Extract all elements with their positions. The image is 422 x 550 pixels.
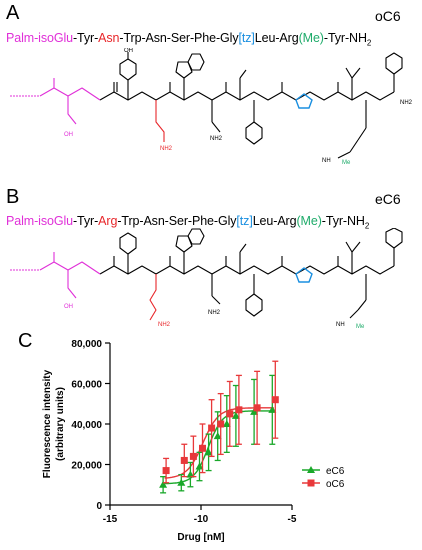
eC6-data-point — [177, 473, 186, 492]
seq-modified-residue: Asn — [98, 31, 120, 45]
seq-tyr: -Tyr- — [72, 31, 99, 45]
y-tick-label: 0 — [96, 501, 102, 512]
square-marker — [226, 410, 234, 418]
oC6-data-point — [208, 399, 216, 458]
oC6-data-point — [199, 423, 206, 474]
seq-middle: -Trp-Asn-Ser-Phe-Gly — [117, 214, 237, 228]
triangle-marker — [186, 470, 195, 478]
dose-response-chart: 0 20,000 40,000 60,000 80,000 -15 -10 -5 Drug [n… — [42, 339, 345, 543]
panel-b-letter: B — [6, 186, 20, 208]
triangle-marker — [159, 480, 168, 488]
seq-triazole: [tz] — [236, 214, 253, 228]
seq-triazole: [tz] — [238, 31, 255, 45]
acid-oh-label: OH — [64, 132, 73, 138]
square-marker — [180, 456, 188, 464]
eC6-data-point — [186, 461, 195, 488]
structure-oc6: OH OH NH2 NH2 NH Me NH2 — [10, 48, 413, 166]
eC6-data-point — [213, 411, 222, 462]
triangle-marker — [213, 432, 222, 440]
seq-palm-isoglu: Palm-isoGlu — [6, 214, 73, 228]
triangle-marker — [204, 448, 213, 456]
oC6-data-point — [253, 370, 261, 445]
oC6-data-point — [226, 380, 234, 447]
square-marker — [162, 467, 170, 475]
triangle-marker — [231, 411, 240, 419]
seq-methyl: (Me) — [298, 31, 324, 45]
seq-palm-isoglu: Palm-isoGlu — [6, 31, 73, 45]
arg-nh2-label: NH2 — [158, 322, 171, 328]
seq-leu-arg: Leu-Arg — [254, 31, 299, 45]
panel-a-name: oC6 — [375, 8, 401, 24]
triangle-marker — [177, 478, 186, 486]
asn-nh2-label: NH2 — [160, 146, 173, 152]
square-marker — [271, 396, 279, 404]
panel-a-sequence: Palm-isoGlu-Tyr-Asn-Trp-Asn-Ser-Phe-Gly[… — [6, 31, 371, 48]
eC6-legend-label: eC6 — [326, 466, 345, 477]
square-marker — [253, 404, 261, 412]
eC6-data-point — [268, 374, 277, 445]
square-marker — [189, 452, 197, 460]
eC6-data-point — [222, 395, 231, 453]
seq-tyr-nh: -Tyr-NH — [323, 31, 367, 45]
eC6-data-point — [195, 451, 204, 482]
y-tick-label: 40,000 — [71, 420, 102, 431]
square-marker — [199, 444, 206, 452]
square-marker — [235, 406, 243, 414]
oC6-data-point — [189, 435, 197, 478]
panel-b-name: eC6 — [375, 191, 401, 207]
tyr-oh-label: OH — [124, 48, 133, 54]
oC6-data-point — [180, 443, 188, 478]
x-tick-label: -10 — [194, 514, 209, 525]
y-tick-label: 60,000 — [71, 380, 102, 391]
y-tick-label: 20,000 — [71, 461, 102, 472]
square-marker — [208, 424, 216, 432]
triangle-marker — [250, 407, 259, 415]
triangle-marker — [195, 462, 204, 470]
seq-tyr-nh: -Tyr-NH — [321, 214, 365, 228]
cterm-nh2-label: NH2 — [400, 100, 413, 106]
arg-nh-label: NH — [336, 322, 345, 328]
asn-nh2-label: NH2 — [208, 310, 221, 316]
seq-modified-residue: Arg — [98, 214, 118, 228]
seq-tyr: -Tyr- — [72, 214, 99, 228]
arg-nh-label: NH — [322, 158, 331, 164]
seq-subscript: 2 — [364, 221, 370, 231]
y-axis-label: (arbitrary units) — [55, 387, 66, 461]
panel-b-sequence: Palm-isoGlu-Tyr-Arg-Trp-Asn-Ser-Phe-Gly[… — [6, 214, 369, 231]
triangle-marker — [222, 420, 231, 427]
seq-middle: -Trp-Asn-Ser-Phe-Gly — [119, 31, 239, 45]
oC6-data-point — [235, 374, 243, 445]
x-tick-label: -15 — [103, 514, 118, 525]
panel-c-letter: C — [18, 330, 33, 352]
oC6-data-point — [271, 360, 279, 439]
arg-me-label: Me — [342, 160, 351, 166]
square-marker — [217, 420, 225, 428]
oC6-legend-label: oC6 — [326, 479, 345, 490]
seq-subscript: 2 — [366, 38, 372, 48]
structure-ec6: OH NH2 NH2 NH Me — [10, 228, 403, 328]
eC6-data-point — [204, 433, 213, 472]
asn2-nh2-label: NH2 — [210, 136, 223, 142]
eC6-data-point — [231, 384, 240, 447]
acid-oh-label: OH — [64, 304, 73, 310]
eC6-data-point — [159, 475, 168, 494]
y-axis-label: Fluorescence intensity — [42, 369, 53, 478]
y-tick-label: 80,000 — [71, 339, 102, 350]
eC6-legend-marker — [307, 466, 315, 473]
oC6-legend-marker — [307, 479, 315, 487]
x-axis-label: Drug [nM] — [177, 532, 224, 543]
seq-methyl: (Me) — [296, 214, 322, 228]
oC6-data-point — [217, 392, 225, 456]
seq-leu-arg: Leu-Arg — [252, 214, 297, 228]
triangle-marker — [268, 405, 277, 413]
panel-a-letter: A — [6, 2, 20, 24]
x-tick-label: -5 — [288, 514, 297, 525]
oC6-data-point — [162, 457, 170, 484]
arg-me-label: Me — [356, 324, 365, 328]
